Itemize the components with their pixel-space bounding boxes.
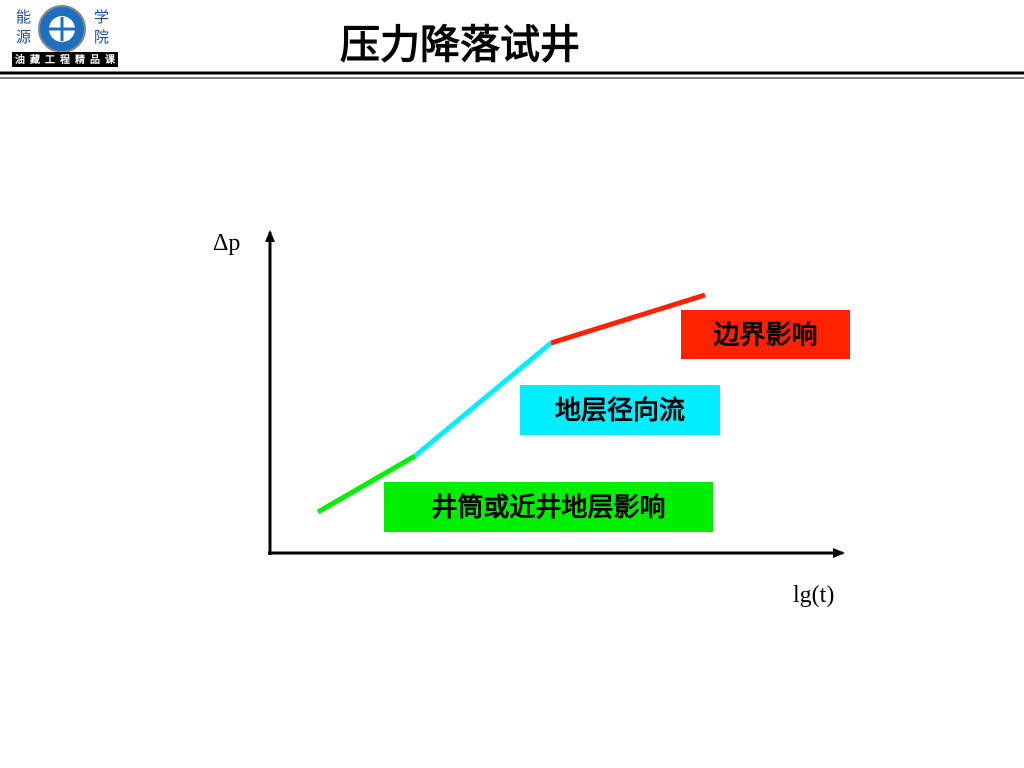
logo-char: 学 (94, 8, 109, 26)
segment-label-box (681, 310, 850, 359)
segment-label: 井筒或近井地层影响 (431, 492, 665, 523)
logo: 能 源 学 院 油藏工程精品课 (12, 5, 118, 67)
segments: 井筒或近井地层影响 地层径向流 边界影响 (316, 292, 850, 532)
logo-emblem-cross (49, 17, 75, 41)
segment-label: 地层径向流 (555, 395, 685, 426)
curve-segment (316, 453, 417, 515)
curve-segment (413, 341, 553, 458)
logo-char: 院 (94, 28, 109, 46)
segment-label-box (384, 482, 713, 532)
logo-char: 能 (16, 8, 31, 26)
logo-char: 源 (16, 28, 31, 46)
x-axis-label: lg(t) (793, 582, 834, 608)
curve-segment (550, 292, 706, 346)
segment-label-box (520, 385, 720, 435)
logo-banner-bg (12, 52, 118, 67)
segment-label: 边界影响 (713, 320, 817, 351)
title: 压力降落试井 (340, 22, 580, 68)
y-axis-label: Δp (213, 230, 240, 256)
